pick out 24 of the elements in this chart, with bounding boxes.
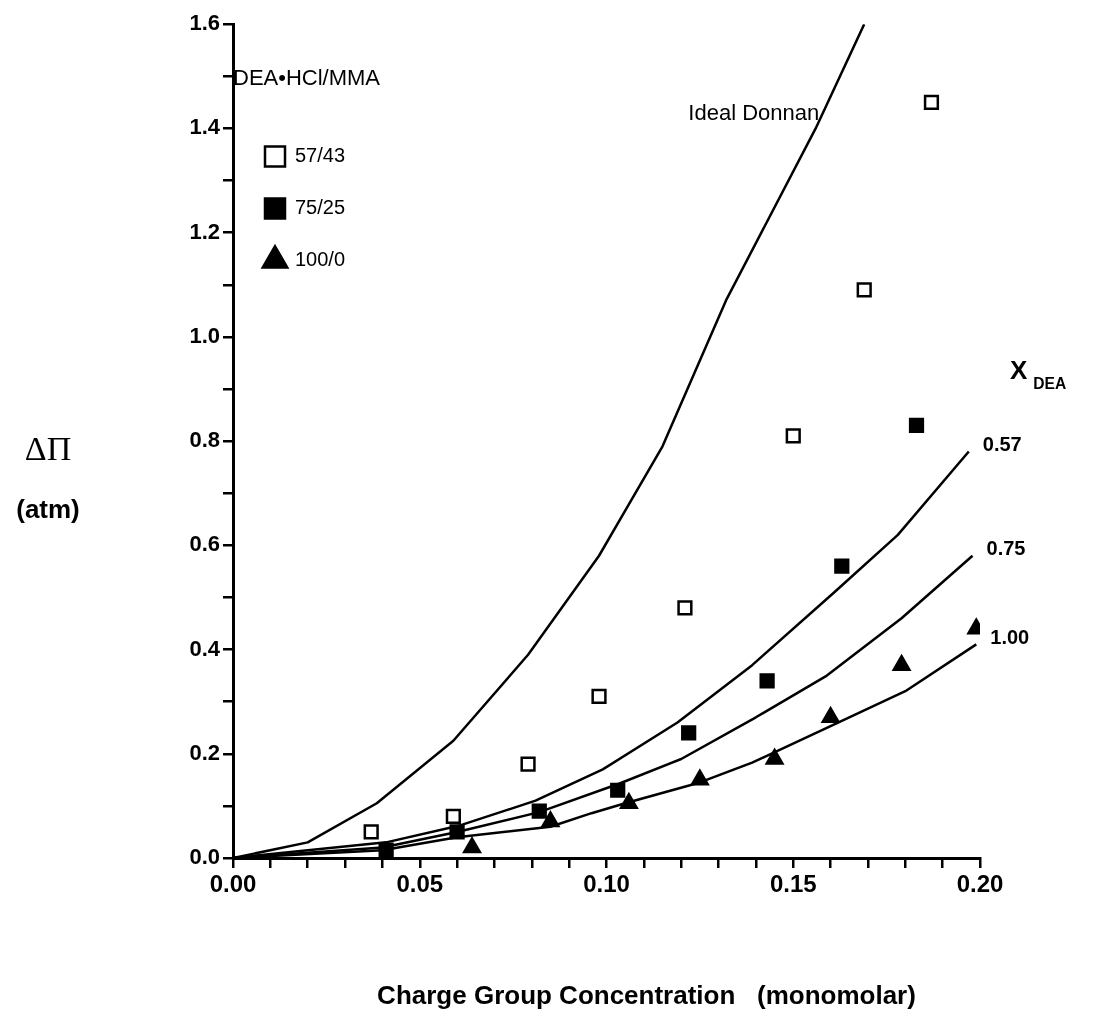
y-tick-label: 0.2	[189, 739, 220, 765]
y-tick-label: 0.0	[189, 844, 220, 870]
legend-title: DEA•HCl/MMA	[233, 65, 381, 91]
x-axis-title: Charge Group Concentration (monomolar)	[377, 980, 916, 1011]
y-tick-label: 0.4	[189, 635, 221, 661]
series-label: 0.75	[986, 537, 1026, 560]
y-tick-label: 1.2	[189, 218, 220, 244]
series-label: 0.57	[982, 433, 1022, 456]
x-tick-label: 0.20	[956, 870, 1004, 898]
x-tick-label: 0.15	[769, 870, 817, 898]
x-tick-label: 0.05	[396, 870, 444, 898]
y-tick-label: 1.0	[189, 322, 220, 348]
series-label: Ideal Donnan	[688, 100, 820, 126]
y-tick-label: 1.6	[189, 10, 220, 36]
series-label: 1.00	[990, 625, 1030, 648]
legend-label: 100/0	[295, 247, 346, 270]
legend-label: 57/43	[295, 143, 346, 166]
x-tick-label: 0.00	[209, 870, 257, 898]
y-axis-title: ΔΠ (atm)	[16, 430, 80, 525]
y-tick-label: 0.6	[189, 531, 220, 557]
y-tick-label: 0.8	[189, 427, 220, 453]
x-tick-label: 0.10	[583, 870, 630, 898]
y-tick-label: 1.4	[189, 114, 221, 140]
legend-label: 75/25	[295, 195, 346, 218]
